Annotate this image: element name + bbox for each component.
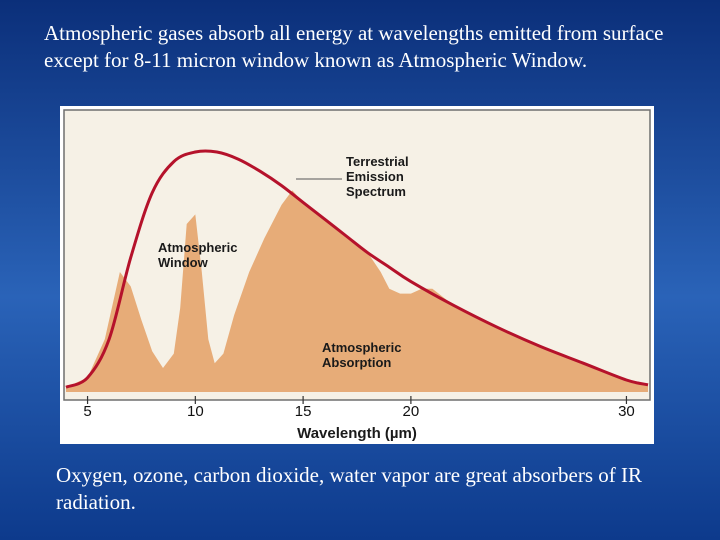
window-label: Window (158, 255, 209, 270)
x-tick-label: 20 (403, 403, 420, 420)
absorption-label: Atmospheric (322, 340, 401, 355)
emission-label: Spectrum (346, 184, 406, 199)
emission-spectrum-line (65, 149, 649, 389)
emission-label: Emission (346, 169, 404, 184)
absorption-area (66, 190, 648, 392)
absorption-label: Absorption (322, 355, 391, 370)
x-tick-label: 10 (187, 403, 204, 420)
x-axis-label: Wavelength (µm) (297, 425, 417, 442)
x-tick-label: 30 (618, 403, 635, 420)
x-tick-label: 5 (83, 403, 91, 420)
window-label: Atmospheric (158, 240, 237, 255)
chart-figure: 5 10 15 20 30 Terrestrial Emission Spectrum Atm… (60, 106, 654, 444)
slide-caption-text: Oxygen, ozone, carbon dioxide, water vap… (56, 463, 643, 514)
x-tick-label: 15 (295, 403, 312, 420)
slide-heading-text: Atmospheric gases absorb all energy at w… (44, 21, 664, 72)
emission-label: Terrestrial (346, 154, 409, 169)
